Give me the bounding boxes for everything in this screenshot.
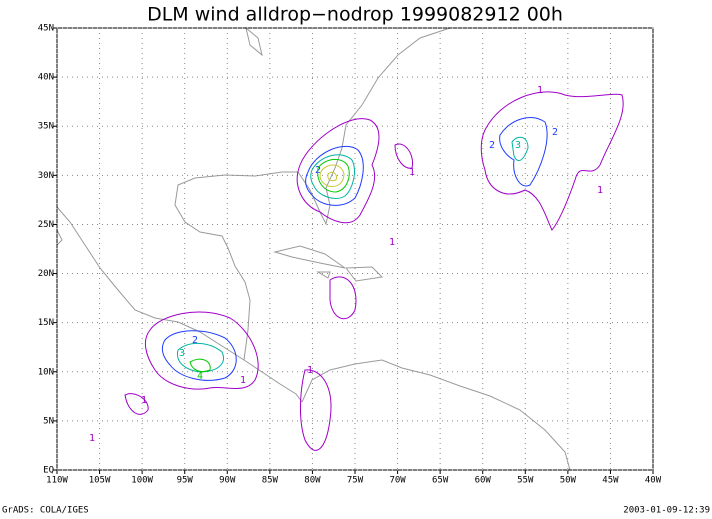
contour-line [317,159,350,193]
contour-label: 2 [552,127,558,138]
contour-label: 1 [307,365,313,376]
contour-label: 1 [389,237,395,248]
x-tick-label: 100W [131,476,153,486]
y-tick-label: 20N [38,269,54,279]
contour-label: 1 [141,395,147,406]
contour-line [327,171,337,182]
y-tick-label: 15N [38,318,54,328]
x-tick-label: 70W [389,476,406,486]
contour-label: 1 [537,85,543,96]
contour-line [499,117,548,187]
x-tick-label: 85W [262,476,279,486]
y-tick-label: 10N [38,367,54,377]
coastlines [56,26,571,471]
contour-line [319,164,345,187]
contour-line [511,136,529,162]
y-tick-label: 30N [38,171,54,181]
contour-line [329,276,357,320]
x-tick-label: 60W [475,476,492,486]
y-tick-label: 40N [38,73,54,83]
x-tick-label: 75W [347,476,364,486]
y-tick-label: EQ [43,466,54,476]
contour-label: 1 [89,433,95,444]
x-tick-label: 45W [602,476,619,486]
contour-line [176,343,224,373]
contour-label: 2 [192,335,198,346]
x-tick-label: 105W [89,476,111,486]
contour-label: 3 [179,348,185,359]
contour-line [144,311,259,390]
contour-line [296,118,380,224]
y-tick-label: 5N [43,416,54,426]
contour-line [305,145,364,206]
x-tick-label: 90W [219,476,236,486]
x-tick-label: 50W [560,476,577,486]
contour-line [394,143,414,169]
footer-left: GrADS: COLA/IGES [2,506,89,516]
contour-line [310,154,355,199]
x-tick-label: 55W [517,476,534,486]
contour-label: 2 [489,140,495,151]
x-tick-label: 65W [432,476,449,486]
contour-line [124,393,149,415]
footer-right: 2003-01-09-12:39 [623,506,710,516]
contour-line [161,330,237,381]
map-title: DLM wind alldrop−nodrop 1999082912 00h [147,4,563,26]
contour-label: 4 [197,371,203,382]
y-tick-label: 45N [38,24,54,34]
y-tick-label: 25N [38,220,54,230]
contour-line [189,358,211,373]
contour-label: 1 [409,167,415,178]
contour-label: 1 [240,375,246,386]
x-tick-label: 110W [46,476,68,486]
contour-label: 3 [515,140,521,151]
x-tick-label: 95W [177,476,194,486]
x-tick-label: 40W [645,476,662,486]
contour-line [480,91,624,231]
x-tick-label: 80W [304,476,321,486]
y-tick-label: 35N [38,122,54,132]
contour-label: 1 [597,185,603,196]
contour-line [299,369,332,451]
